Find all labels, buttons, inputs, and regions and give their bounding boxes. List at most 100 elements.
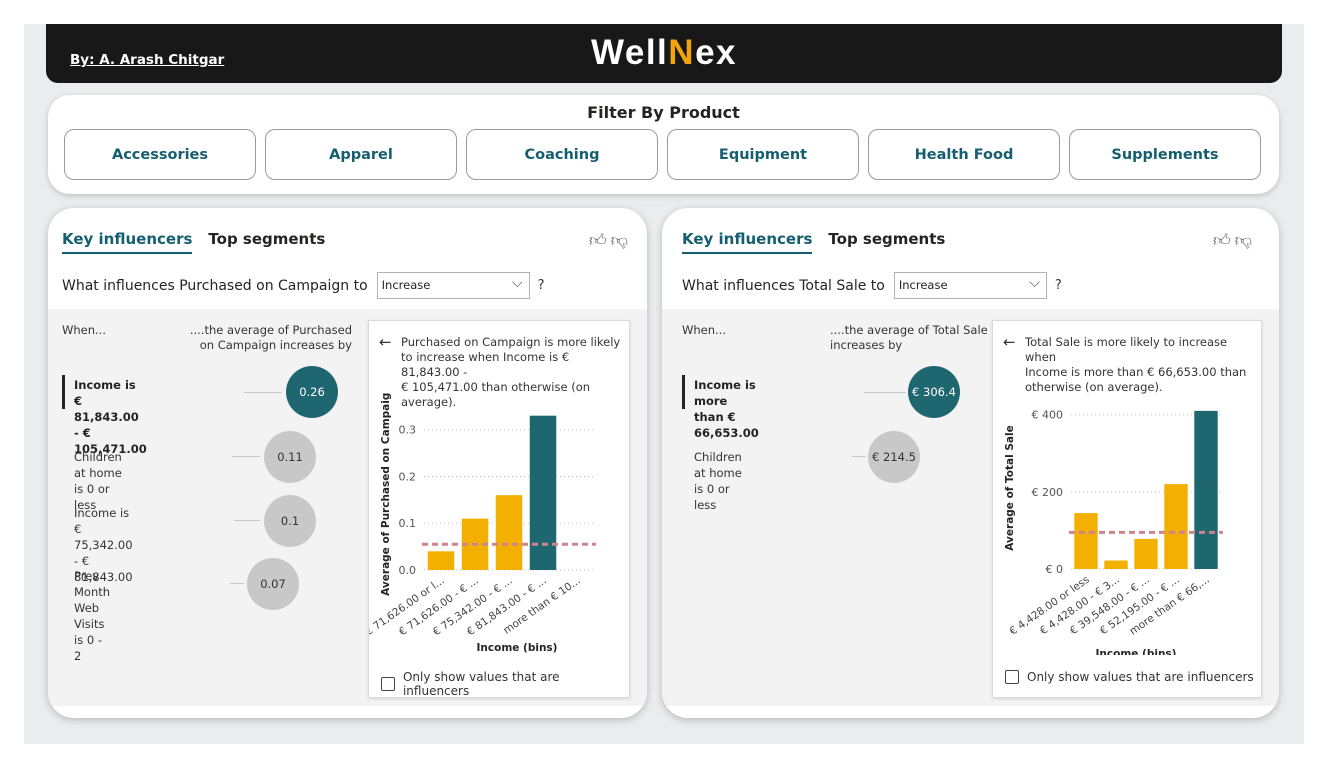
back-arrow-icon[interactable]: ←	[379, 333, 392, 351]
logo-accent: N	[668, 33, 696, 72]
y-tick-label: 0.2	[399, 470, 417, 483]
influencer-label: Income is € 75,342.00 - € 81,843.00	[74, 505, 133, 585]
bar	[1134, 538, 1158, 569]
direction-dropdown[interactable]: Increase ⌵	[376, 272, 530, 299]
description-line: average).	[401, 395, 457, 409]
x-axis-label: Income (bins)	[477, 642, 558, 654]
y-tick-label: 0.1	[399, 517, 417, 530]
influencer-label: Children at home is 0 or less	[74, 449, 122, 513]
bar	[1164, 484, 1188, 569]
y-tick-label: € 0	[1046, 563, 1064, 576]
influencer-label-line1: Income is € 81,843.00 - €	[74, 378, 139, 440]
influencer-label-line1: Children at home is 0 or less	[74, 450, 122, 512]
influencer-arrow	[230, 583, 244, 584]
influencer-bubble[interactable]: 0.07	[247, 558, 299, 610]
influencer-bubble[interactable]: 0.26	[286, 366, 338, 418]
report-header: By: A. Arash Chitgar WellNex	[46, 24, 1282, 83]
influencer-label-line1: Children at home is 0 or less	[694, 450, 742, 512]
influencers-only-option[interactable]: Only show values that are influencers	[1005, 670, 1254, 684]
help-icon[interactable]: ?	[1054, 278, 1062, 293]
filter-button-accessories[interactable]: Accessories	[64, 129, 256, 180]
logo-text-1: Well	[590, 33, 669, 72]
help-icon[interactable]: ?	[537, 278, 545, 293]
report-canvas: By: A. Arash Chitgar WellNex Filter By P…	[24, 24, 1304, 744]
bar-chart: 0.0 0.1 0.2 0.3 Average of Purchased on Camp…	[369, 393, 596, 654]
influencer-bubble[interactable]: € 306.4	[908, 366, 960, 418]
y-tick-label: 0.0	[399, 564, 417, 577]
description-line: Total Sale is more likely to increase wh…	[1025, 335, 1228, 364]
thumbs-down-icon[interactable]: 👎︎	[1234, 231, 1253, 251]
chevron-down-icon: ⌵	[512, 275, 523, 291]
influencer-arrow	[244, 392, 282, 393]
bar	[529, 415, 557, 570]
influencers-body: When... ....the average of Purchased on …	[48, 309, 647, 706]
when-header: When...	[62, 323, 106, 337]
influencer-description: Total Sale is more likely to increase wh…	[1025, 335, 1261, 395]
influencer-label: Income is € 81,843.00 - € 105,471.00	[74, 377, 147, 457]
tab-top-segments[interactable]: Top segments	[828, 230, 946, 248]
influencer-bubble[interactable]: 0.1	[264, 495, 316, 547]
wellnex-logo: WellNex	[586, 33, 742, 73]
question-text: What influences Purchased on Campaign to	[62, 277, 368, 294]
tab-top-segments[interactable]: Top segments	[208, 230, 326, 248]
x-axis-label: Income (bins)	[1096, 648, 1177, 655]
influencers-only-option[interactable]: Only show values that are influencers	[381, 670, 629, 698]
filter-button-apparel[interactable]: Apparel	[265, 129, 457, 180]
author-link[interactable]: By: A. Arash Chitgar	[70, 52, 225, 68]
influencer-label: Prev Month Web Visits is 0 - 2	[74, 568, 110, 664]
visual-tabs: Key influencers Top segments	[62, 230, 325, 254]
influencer-arrow	[234, 520, 260, 521]
question-text: What influences Total Sale to	[682, 277, 885, 294]
influencer-description: Purchased on Campaign is more likely to …	[401, 335, 629, 410]
average-header-line1: ....the average of Total Sale	[830, 323, 988, 337]
influencer-detail-card: ← Purchased on Campaign is more likely t…	[368, 320, 630, 698]
when-header: When...	[682, 323, 726, 337]
dropdown-value: Increase	[381, 278, 431, 292]
y-tick-label: € 200	[1032, 486, 1064, 499]
y-axis-label: Average of Purchased on Campaign	[380, 393, 392, 596]
y-axis-label: Average of Total Sale	[1004, 425, 1016, 550]
description-line: € 105,471.00 than otherwise (on	[401, 380, 591, 394]
dropdown-value: Increase	[898, 278, 948, 292]
filter-button-health-food[interactable]: Health Food	[868, 129, 1060, 180]
description-line: otherwise (on average).	[1025, 380, 1163, 394]
influencer-arrow	[852, 456, 866, 457]
influencer-detail-card: ← Total Sale is more likely to increase …	[992, 320, 1262, 698]
description-line: to increase when Income is € 81,843.00 -	[401, 350, 570, 379]
filter-button-equipment[interactable]: Equipment	[667, 129, 859, 180]
checkbox[interactable]	[381, 677, 395, 691]
thumbs-down-icon[interactable]: 👎︎	[610, 231, 629, 251]
influencers-body: When... ....the average of Total Sale in…	[662, 309, 1279, 706]
filter-button-supplements[interactable]: Supplements	[1069, 129, 1261, 180]
direction-dropdown[interactable]: Increase ⌵	[893, 272, 1047, 299]
selected-indicator	[62, 375, 65, 409]
filter-button-coaching[interactable]: Coaching	[466, 129, 658, 180]
average-header-line2: on Campaign increases by	[199, 338, 352, 352]
influencer-bubble[interactable]: € 214.5	[868, 431, 920, 483]
influencer-label-line2: 105,471.00	[74, 442, 147, 456]
key-influencers-visual-total-sale: Key influencers Top segments 👍︎ 👎︎ What i…	[662, 208, 1279, 718]
influencer-label-line2: 66,653.00	[694, 426, 759, 440]
y-tick-label: 0.3	[399, 424, 417, 437]
back-arrow-icon[interactable]: ←	[1003, 333, 1016, 351]
tab-key-influencers[interactable]: Key influencers	[682, 230, 813, 254]
influencer-label-line2: 2	[74, 649, 82, 663]
bar	[495, 495, 523, 570]
thumbs-up-icon[interactable]: 👍︎	[1213, 231, 1231, 251]
influencer-label: Income is more than € 66,653.00	[694, 377, 759, 441]
thumbs-up-icon[interactable]: 👍︎	[589, 231, 607, 251]
feedback-icons: 👍︎ 👎︎	[589, 230, 628, 251]
average-header: ....the average of Purchased on Campaign…	[190, 323, 352, 353]
tab-key-influencers[interactable]: Key influencers	[62, 230, 193, 254]
influencer-label-line1: Income is more than €	[694, 378, 756, 424]
feedback-icons: 👍︎ 👎︎	[1213, 230, 1252, 251]
checkbox[interactable]	[1005, 670, 1019, 684]
description-line: Purchased on Campaign is more likely	[401, 335, 621, 349]
influencer-label-line1: Prev Month Web Visits is 0 -	[74, 569, 111, 647]
influencer-bubble[interactable]: 0.11	[264, 431, 316, 483]
y-tick-label: € 400	[1032, 409, 1064, 422]
average-header-line2: increases by	[830, 338, 903, 352]
bar	[1194, 410, 1218, 569]
influencer-label-line2: 81,843.00	[74, 570, 133, 584]
